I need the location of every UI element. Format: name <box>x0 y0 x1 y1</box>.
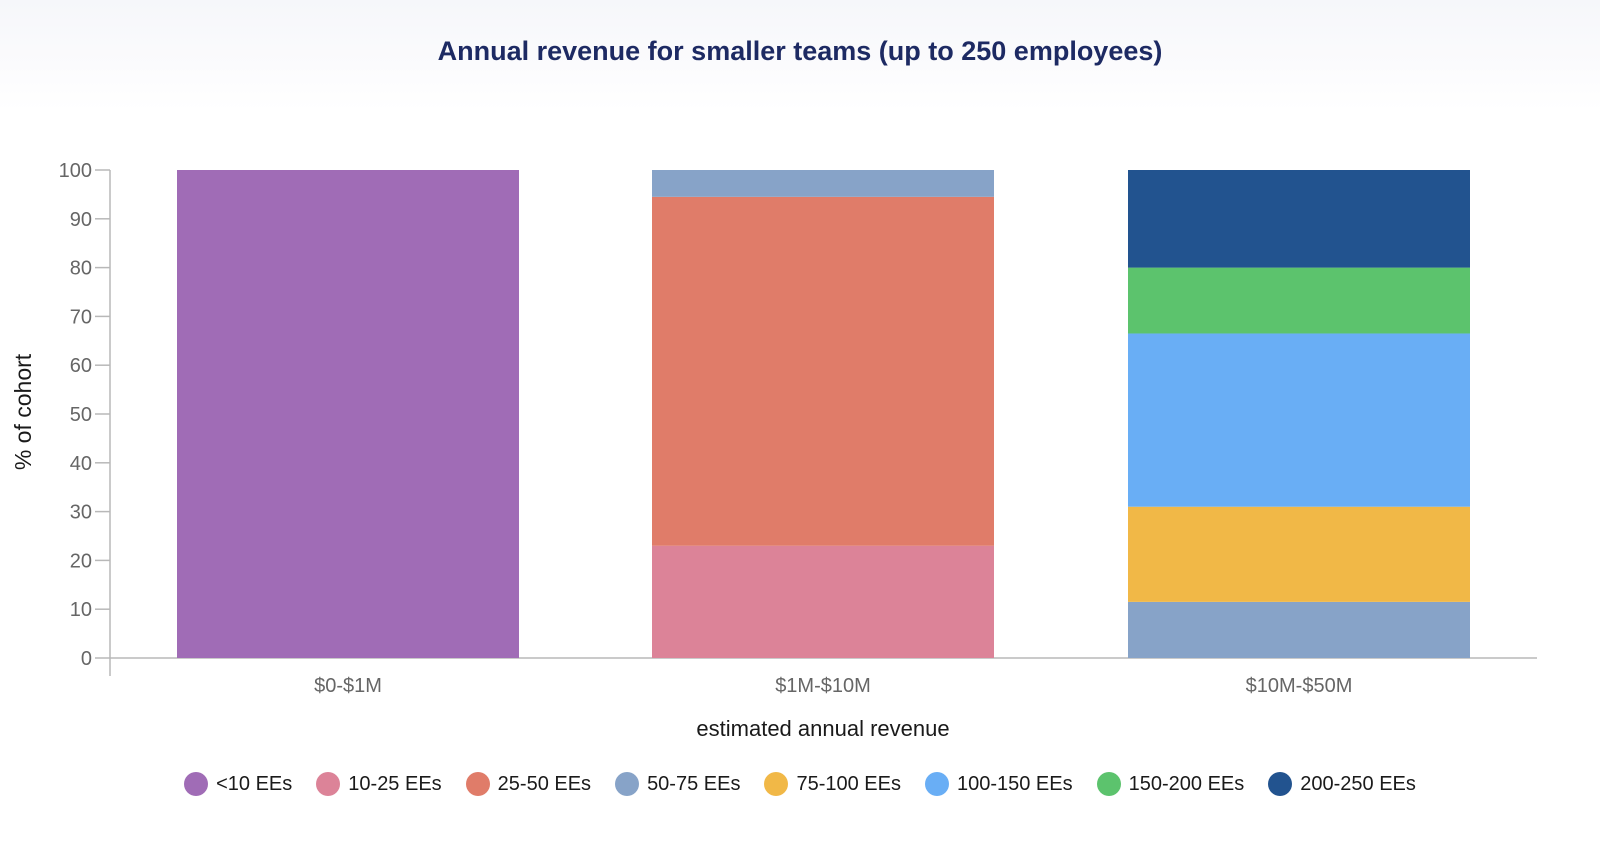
legend-item[interactable]: 75-100 EEs <box>764 772 901 796</box>
header-band <box>0 0 1600 110</box>
y-tick-label: 80 <box>70 258 92 280</box>
legend-label: 75-100 EEs <box>796 772 901 795</box>
legend-label: 50-75 EEs <box>647 772 741 795</box>
legend-swatch <box>465 772 490 796</box>
bar-segment <box>652 196 994 546</box>
y-tick-label: 20 <box>70 550 92 572</box>
legend-label: 100-150 EEs <box>956 772 1073 795</box>
legend-item[interactable]: 25-50 EEs <box>465 772 592 796</box>
bar-segment <box>652 545 994 658</box>
bar-segment <box>1128 170 1470 268</box>
bar-segment <box>1128 333 1470 507</box>
legend-label: 200-250 EEs <box>1300 772 1416 795</box>
y-tick-label: 90 <box>70 209 92 231</box>
x-axis: $0-$1M $1M-$10M $10M-$50M <box>110 657 1537 697</box>
bar-segment <box>1128 506 1470 602</box>
legend-item[interactable]: 200-250 EEs <box>1268 772 1416 796</box>
legend-swatch <box>1268 772 1293 796</box>
legend: <10 EEs 10-25 EEs 25-50 EEs 50-75 EEs 75-100… <box>0 772 1600 796</box>
legend-label: 25-50 EEs <box>497 772 592 795</box>
legend-item[interactable]: 50-75 EEs <box>615 772 740 796</box>
legend-item[interactable]: 10-25 EEs <box>316 772 442 796</box>
legend-label: 150-200 EEs <box>1128 772 1245 795</box>
y-tick-label: 100 <box>59 160 92 182</box>
y-tick-label: 10 <box>70 599 92 621</box>
y-tick-label: 70 <box>70 306 92 328</box>
y-tick-label: 50 <box>70 404 92 426</box>
legend-item[interactable]: 100-150 EEs <box>924 772 1073 796</box>
legend-swatch <box>924 772 949 796</box>
y-axis-label: % of cohort <box>10 353 36 470</box>
y-axis: 0 10 20 30 40 50 60 70 80 90 100 <box>59 160 111 676</box>
legend-label: <10 EEs <box>216 772 293 795</box>
legend-swatch <box>316 772 341 796</box>
legend-label: 10-25 EEs <box>348 772 442 795</box>
bar-segment <box>177 170 519 658</box>
x-axis-label: estimated annual revenue <box>696 716 949 741</box>
legend-swatch <box>1096 772 1121 796</box>
legend-item[interactable]: 150-200 EEs <box>1096 772 1245 796</box>
y-tick-label: 0 <box>81 648 92 670</box>
bar-segment <box>652 170 994 197</box>
bar-segment <box>1128 601 1470 658</box>
y-tick-label: 30 <box>70 502 92 524</box>
legend-swatch <box>184 772 209 796</box>
legend-swatch <box>764 772 789 796</box>
y-tick-label: 60 <box>70 355 92 377</box>
bars <box>177 170 1470 658</box>
chart-title: Annual revenue for smaller teams (up to … <box>437 36 1163 66</box>
x-tick-label: $10M-$50M <box>1246 675 1353 697</box>
y-tick-label: 40 <box>70 453 92 475</box>
legend-swatch <box>615 772 640 796</box>
legend-item[interactable]: <10 EEs <box>184 772 292 796</box>
x-tick-label: $1M-$10M <box>775 675 871 697</box>
x-tick-label: $0-$1M <box>314 675 382 697</box>
bar-segment <box>1128 267 1470 334</box>
